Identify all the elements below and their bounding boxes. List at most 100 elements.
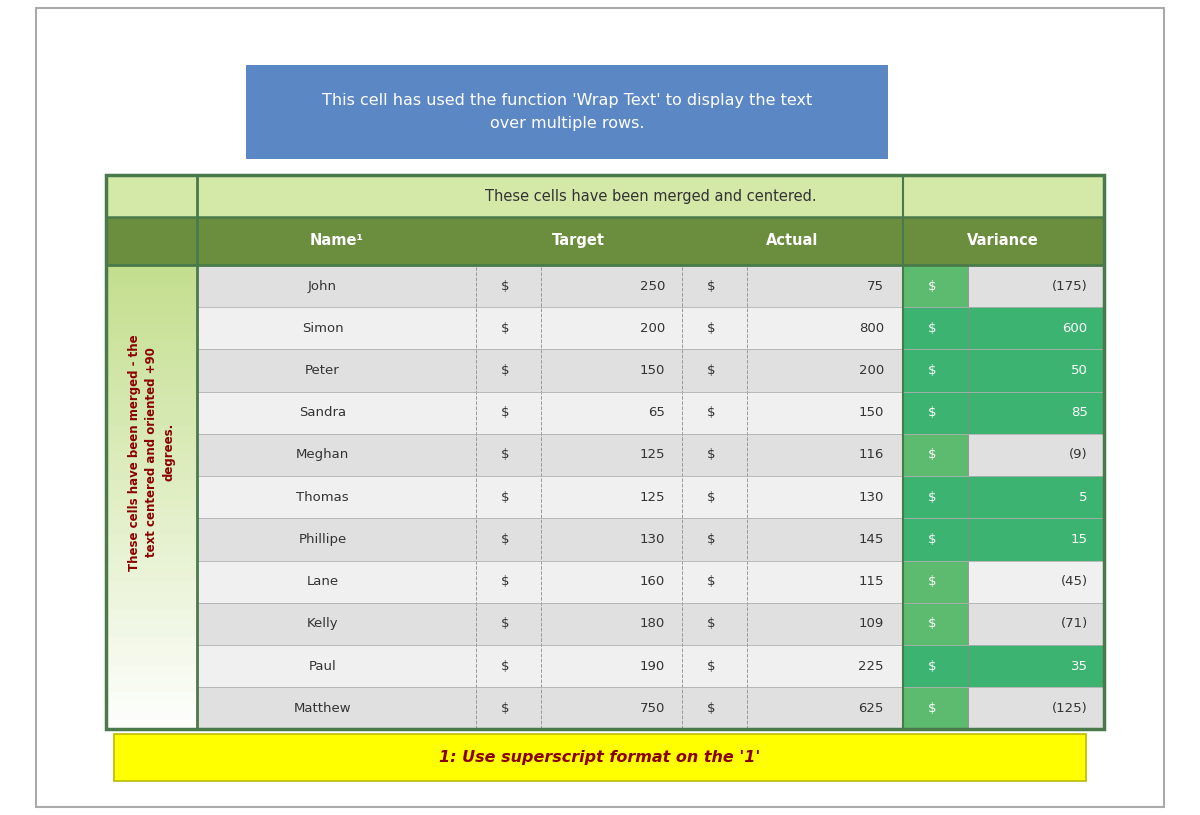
Text: These cells have been merged - the
text centered and oriented +90
degrees.: These cells have been merged - the text … — [128, 334, 175, 570]
Bar — [106, 693, 198, 702]
Text: $: $ — [707, 491, 715, 504]
Bar — [106, 720, 198, 729]
Bar — [106, 702, 198, 711]
Bar — [106, 295, 198, 305]
Bar — [106, 572, 198, 582]
Text: (9): (9) — [1069, 448, 1087, 461]
Bar — [902, 518, 967, 561]
Text: 180: 180 — [640, 618, 665, 630]
Text: Paul: Paul — [308, 659, 336, 672]
Bar — [967, 603, 1104, 645]
Bar — [106, 711, 198, 720]
Text: 1: Use superscript format on the '1': 1: Use superscript format on the '1' — [439, 750, 761, 764]
Bar — [902, 434, 967, 476]
Text: $: $ — [500, 448, 509, 461]
Bar — [967, 434, 1104, 476]
Text: 750: 750 — [640, 702, 665, 715]
Bar — [106, 480, 198, 489]
Text: Kelly: Kelly — [307, 618, 338, 630]
Bar — [106, 240, 198, 249]
Bar — [106, 489, 198, 499]
Text: 5: 5 — [1079, 491, 1087, 504]
Bar — [902, 265, 967, 307]
Text: Sandra: Sandra — [299, 406, 346, 419]
Text: Phillipe: Phillipe — [299, 533, 347, 546]
Text: Name¹: Name¹ — [310, 233, 364, 249]
Text: 190: 190 — [640, 659, 665, 672]
Bar — [198, 687, 1104, 729]
Bar — [106, 175, 1104, 729]
Bar — [106, 637, 198, 646]
Text: 116: 116 — [858, 448, 884, 461]
Bar — [106, 249, 198, 258]
Text: 145: 145 — [858, 533, 884, 546]
Bar — [106, 406, 198, 416]
Bar — [902, 603, 967, 645]
Bar — [902, 645, 967, 687]
Bar — [967, 350, 1104, 392]
Bar — [198, 434, 1104, 476]
Text: 130: 130 — [640, 533, 665, 546]
Text: 625: 625 — [858, 702, 884, 715]
Text: $: $ — [500, 575, 509, 588]
Bar — [106, 591, 198, 600]
Text: $: $ — [500, 618, 509, 630]
Bar — [106, 665, 198, 674]
Bar — [106, 323, 198, 333]
Bar — [106, 683, 198, 693]
Text: $: $ — [500, 702, 509, 715]
Bar — [106, 388, 198, 397]
Bar — [106, 286, 198, 295]
Text: $: $ — [500, 280, 509, 293]
Bar — [106, 350, 198, 360]
Bar — [106, 217, 198, 265]
Bar — [106, 397, 198, 406]
Text: (45): (45) — [1061, 575, 1087, 588]
Bar — [106, 175, 198, 184]
Text: 150: 150 — [858, 406, 884, 419]
Text: Matthew: Matthew — [294, 702, 352, 715]
Text: 600: 600 — [1062, 322, 1087, 335]
Text: 200: 200 — [859, 364, 884, 377]
Text: $: $ — [500, 491, 509, 504]
Text: $: $ — [707, 448, 715, 461]
Bar — [106, 203, 198, 212]
Text: Simon: Simon — [301, 322, 343, 335]
FancyBboxPatch shape — [246, 65, 888, 159]
Text: 150: 150 — [640, 364, 665, 377]
Text: 200: 200 — [640, 322, 665, 335]
Bar — [198, 265, 1104, 307]
Text: $: $ — [928, 533, 936, 546]
Text: $: $ — [707, 280, 715, 293]
Text: (175): (175) — [1052, 280, 1087, 293]
Bar — [106, 499, 198, 508]
Text: $: $ — [928, 702, 936, 715]
Bar — [106, 526, 198, 535]
Bar — [106, 655, 198, 665]
Text: 15: 15 — [1070, 533, 1087, 546]
Text: These cells have been merged and centered.: These cells have been merged and centere… — [485, 188, 816, 204]
Bar — [967, 687, 1104, 729]
Text: 109: 109 — [859, 618, 884, 630]
Text: 160: 160 — [640, 575, 665, 588]
Bar — [198, 603, 1104, 645]
Bar — [106, 461, 198, 471]
Text: 35: 35 — [1070, 659, 1087, 672]
Bar — [106, 508, 198, 517]
Bar — [106, 277, 198, 286]
Bar — [106, 222, 198, 231]
Text: $: $ — [707, 364, 715, 377]
Bar — [106, 369, 198, 378]
Bar — [106, 175, 198, 217]
Text: $: $ — [707, 702, 715, 715]
Bar — [106, 517, 198, 526]
Text: $: $ — [707, 575, 715, 588]
Text: 50: 50 — [1070, 364, 1087, 377]
Bar — [106, 452, 198, 461]
Bar — [106, 610, 198, 619]
Text: 65: 65 — [648, 406, 665, 419]
Bar — [967, 307, 1104, 350]
Text: (71): (71) — [1061, 618, 1087, 630]
Bar — [198, 518, 1104, 561]
Text: $: $ — [928, 575, 936, 588]
